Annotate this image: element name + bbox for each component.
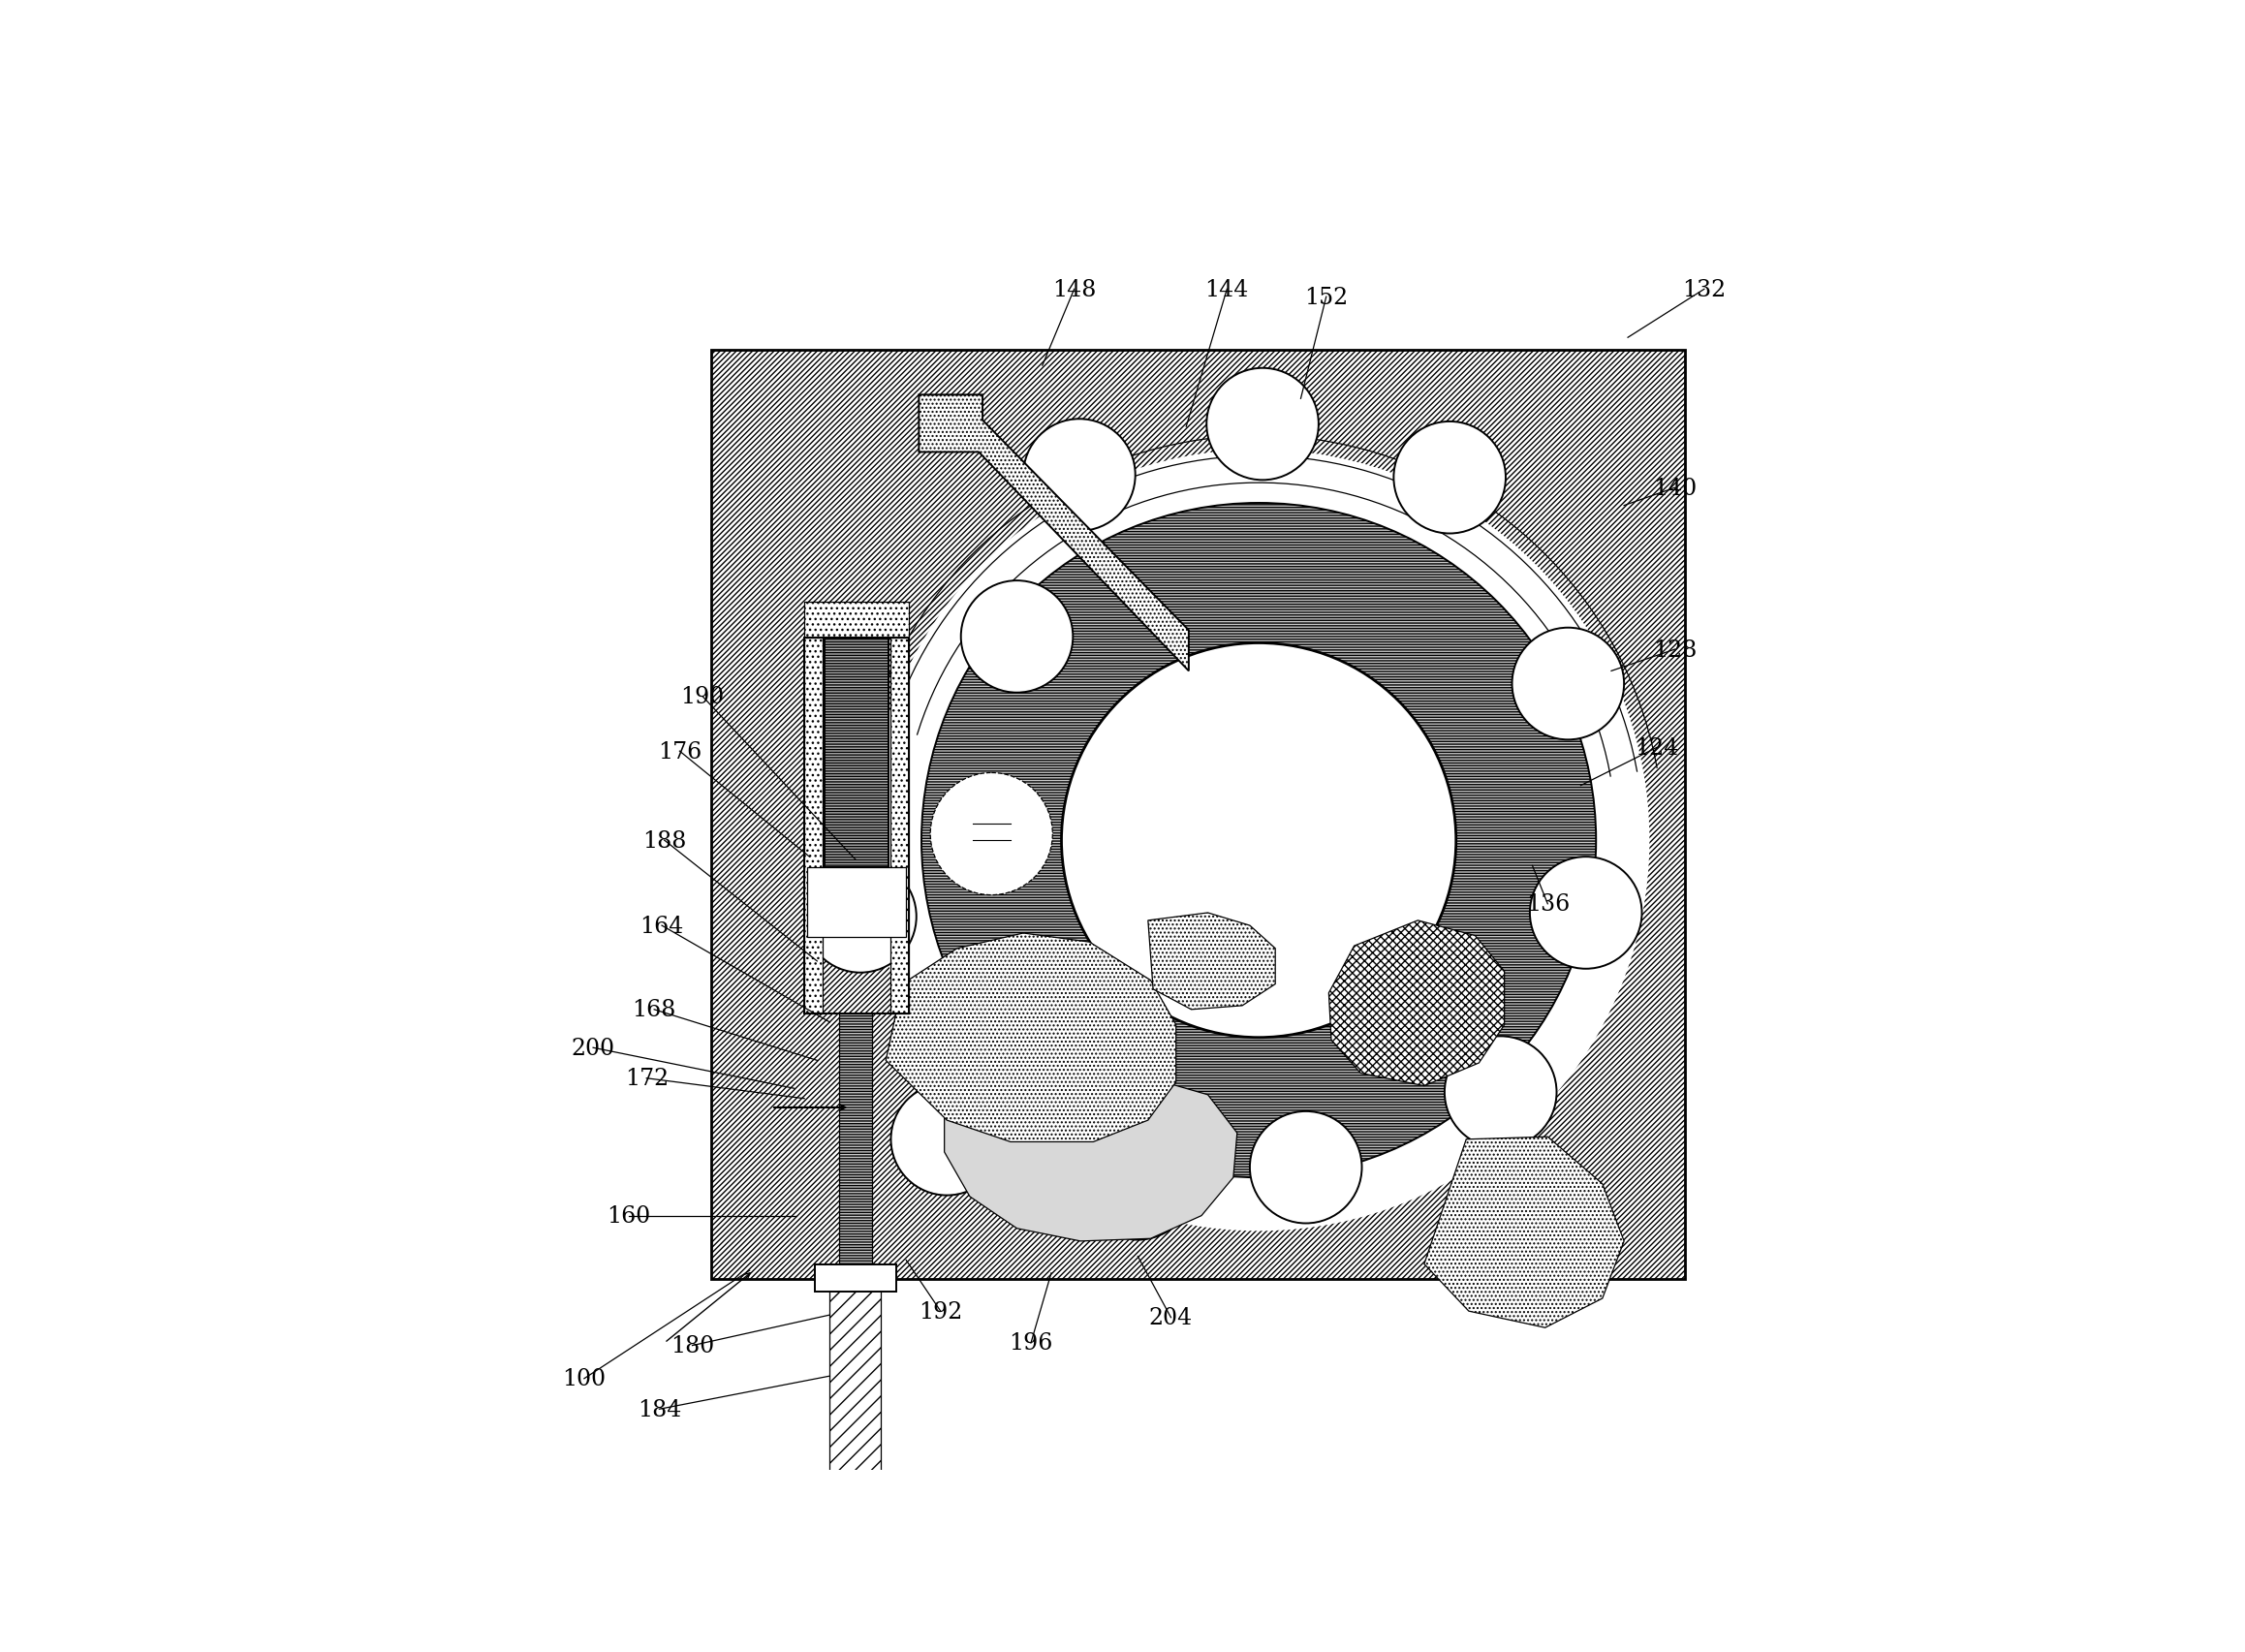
Text: 188: 188 <box>642 829 687 852</box>
Circle shape <box>1444 1036 1556 1148</box>
Text: 152: 152 <box>1304 286 1349 309</box>
Circle shape <box>961 582 1073 694</box>
Polygon shape <box>945 1075 1237 1241</box>
Bar <box>824 638 889 867</box>
Text: 190: 190 <box>680 686 725 709</box>
Text: 168: 168 <box>633 999 676 1021</box>
Text: 180: 180 <box>671 1335 714 1356</box>
Text: 192: 192 <box>918 1300 963 1322</box>
Bar <box>891 638 909 1014</box>
Text: 164: 164 <box>640 915 685 937</box>
Bar <box>840 1014 871 1280</box>
Bar <box>831 1279 880 1652</box>
Circle shape <box>968 1102 1080 1214</box>
Text: 124: 124 <box>1634 737 1679 758</box>
Text: 140: 140 <box>1652 477 1697 499</box>
Text: 200: 200 <box>570 1037 615 1059</box>
Text: 160: 160 <box>606 1204 651 1227</box>
Circle shape <box>1394 423 1506 534</box>
Circle shape <box>891 1084 1004 1196</box>
Bar <box>712 350 1686 1279</box>
Text: 128: 128 <box>1652 639 1697 661</box>
Bar <box>815 1617 896 1652</box>
Bar <box>804 603 909 638</box>
Circle shape <box>929 773 1053 895</box>
Bar <box>804 638 822 1014</box>
Text: 172: 172 <box>624 1067 669 1090</box>
Text: 196: 196 <box>1008 1332 1053 1355</box>
Circle shape <box>1206 368 1318 481</box>
Bar <box>815 1264 896 1292</box>
Bar <box>804 638 909 1014</box>
Text: 204: 204 <box>1149 1307 1192 1328</box>
Circle shape <box>1024 420 1136 532</box>
Circle shape <box>1529 857 1641 970</box>
Text: 176: 176 <box>658 740 700 763</box>
Bar <box>824 638 889 867</box>
Text: 148: 148 <box>1053 279 1096 301</box>
Circle shape <box>804 861 916 973</box>
Text: 136: 136 <box>1527 894 1569 915</box>
Circle shape <box>920 504 1596 1178</box>
Circle shape <box>869 449 1650 1231</box>
Bar <box>712 350 1686 1279</box>
Bar <box>806 867 907 937</box>
Polygon shape <box>918 395 1190 671</box>
Text: 100: 100 <box>561 1368 606 1389</box>
Polygon shape <box>1147 914 1275 1009</box>
Circle shape <box>1513 628 1623 740</box>
Circle shape <box>1062 643 1457 1037</box>
Polygon shape <box>1329 920 1504 1085</box>
Circle shape <box>1082 1128 1194 1241</box>
Polygon shape <box>887 933 1176 1142</box>
Polygon shape <box>1423 1137 1623 1328</box>
Text: 184: 184 <box>638 1398 680 1421</box>
Text: 132: 132 <box>1682 279 1726 301</box>
Circle shape <box>1250 1112 1363 1224</box>
Text: 144: 144 <box>1206 279 1248 301</box>
